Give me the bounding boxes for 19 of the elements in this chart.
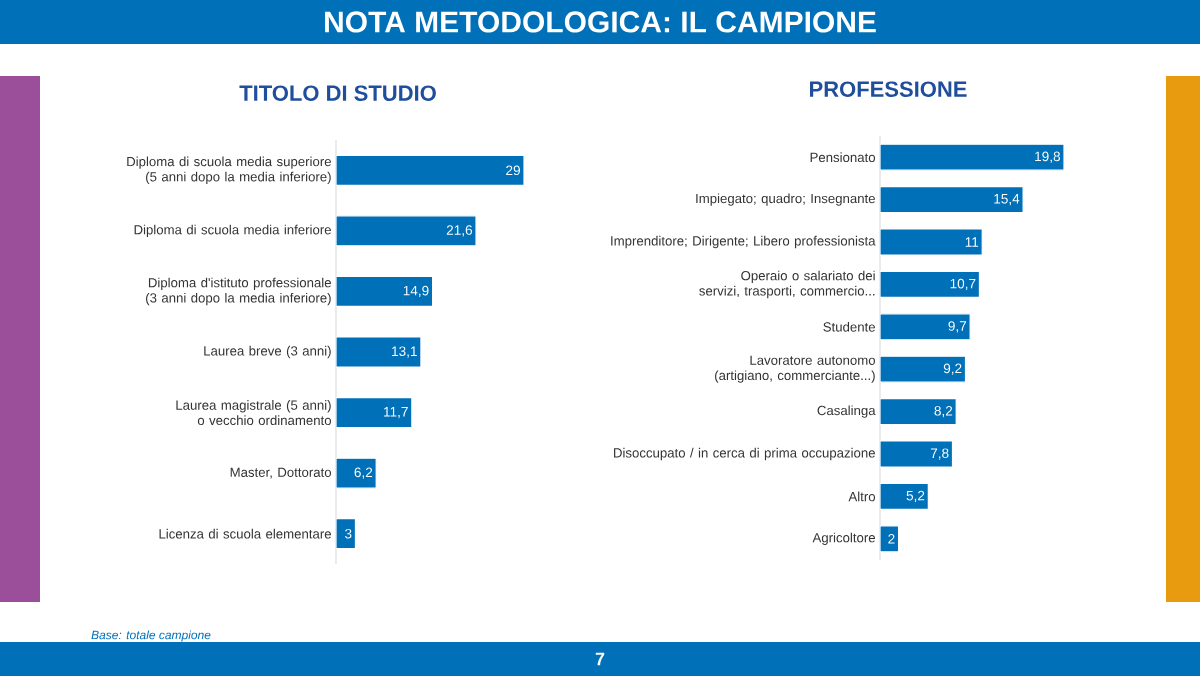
bar [336, 396, 413, 429]
bar [336, 336, 422, 368]
bar [880, 270, 981, 299]
bar [336, 215, 477, 247]
text: 7 [595, 652, 605, 666]
bar [336, 518, 357, 550]
bar [880, 398, 957, 426]
bar [880, 186, 1024, 214]
bar [336, 275, 434, 308]
bar [880, 228, 983, 256]
text: NOTA METODOLOGICA: IL CAMPIONE [325, 11, 876, 33]
chart-title: TITOLO DI STUDIO [239, 85, 436, 101]
bar [880, 313, 971, 341]
bar [880, 143, 1064, 171]
chart-title: PROFESSIONE [810, 81, 967, 97]
bar [336, 154, 524, 186]
bar [336, 457, 377, 489]
bar [880, 482, 929, 511]
bar [880, 355, 967, 383]
